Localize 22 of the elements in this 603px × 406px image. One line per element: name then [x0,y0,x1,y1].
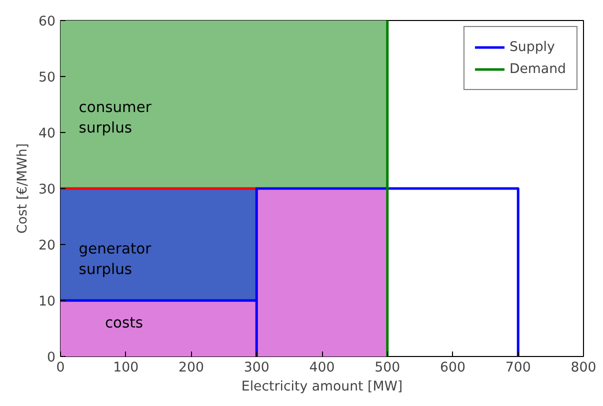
legend-label: Supply [509,40,555,54]
x-tick-label: 200 [178,360,204,376]
y-tick-label: 0 [47,350,56,366]
x-tick-label: 700 [505,360,531,376]
annotation: costs [104,314,143,332]
y-tick-label: 10 [38,294,56,310]
y-tick-label: 40 [38,126,56,142]
y-tick-label: 30 [38,182,56,198]
x-tick-label: 300 [244,360,270,376]
x-tick-label: 500 [374,360,400,376]
x-tick-label: 600 [440,360,466,376]
x-tick-label: 400 [309,360,335,376]
x-tick-label: 800 [570,360,596,376]
x-tick-label: 100 [113,360,139,376]
y-axis-title: Cost [€/MWh] [16,143,31,234]
x-axis-title: Electricity amount [MW] [241,380,403,394]
y-tick-label: 60 [38,14,56,30]
legend-label: Demand [509,62,566,76]
annotation: generator surplus [78,240,152,278]
y-tick-label: 50 [38,70,56,86]
y-tick-label: 20 [38,238,56,254]
annotation: consumer surplus [78,99,152,137]
